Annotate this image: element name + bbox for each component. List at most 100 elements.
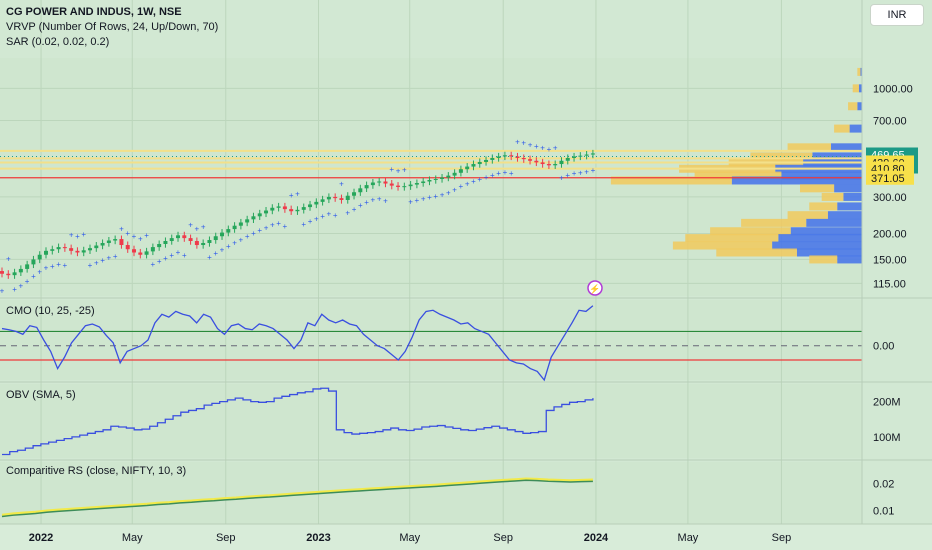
candle-body[interactable] <box>270 207 275 211</box>
candle-body[interactable] <box>163 241 168 244</box>
candle-body[interactable] <box>0 271 4 274</box>
candle-body[interactable] <box>182 235 187 239</box>
candle-body[interactable] <box>572 156 577 158</box>
candle-body[interactable] <box>31 259 36 265</box>
candle-body[interactable] <box>521 157 526 160</box>
candle-body[interactable] <box>553 164 558 166</box>
candle-body[interactable] <box>502 155 507 157</box>
candle-body[interactable] <box>194 241 199 246</box>
candle-body[interactable] <box>276 206 281 208</box>
candle-body[interactable] <box>264 210 269 214</box>
candle-body[interactable] <box>220 232 225 237</box>
candle-body[interactable] <box>565 157 570 161</box>
candle-body[interactable] <box>37 254 42 260</box>
candle-body[interactable] <box>69 248 74 251</box>
candle-body[interactable] <box>308 204 313 208</box>
candle-body[interactable] <box>169 238 174 242</box>
candle-body[interactable] <box>81 250 86 253</box>
lightning-icon[interactable] <box>587 280 603 296</box>
candle-body[interactable] <box>320 199 325 202</box>
candle-body[interactable] <box>509 155 514 157</box>
vrvp-legend[interactable]: VRVP (Number Of Rows, 24, Up/Down, 70) <box>6 21 219 33</box>
cmo-legend[interactable]: CMO (10, 25, -25) <box>6 305 95 317</box>
candle-body[interactable] <box>339 198 344 200</box>
candle-body[interactable] <box>458 169 463 173</box>
candle-body[interactable] <box>414 183 419 185</box>
candle-body[interactable] <box>25 264 30 269</box>
candle-body[interactable] <box>238 222 243 226</box>
candle-body[interactable] <box>18 268 23 273</box>
currency-button[interactable]: INR <box>870 4 924 26</box>
candle-body[interactable] <box>383 181 388 184</box>
obv-legend[interactable]: OBV (SMA, 5) <box>6 389 76 401</box>
candle-body[interactable] <box>213 236 218 241</box>
candle-body[interactable] <box>546 164 551 166</box>
candle-body[interactable] <box>176 235 181 239</box>
candle-body[interactable] <box>477 161 482 165</box>
candle-body[interactable] <box>421 181 426 184</box>
candle-body[interactable] <box>333 196 338 199</box>
candle-body[interactable] <box>106 240 111 243</box>
candle-body[interactable] <box>157 243 162 248</box>
candle-body[interactable] <box>559 160 564 165</box>
sar-legend[interactable]: SAR (0.02, 0.02, 0.2) <box>6 36 110 48</box>
candle-body[interactable] <box>490 157 495 160</box>
candle-body[interactable] <box>201 242 206 246</box>
candle-body[interactable] <box>484 159 489 162</box>
candle-body[interactable] <box>12 272 17 276</box>
candle-body[interactable] <box>590 153 595 155</box>
candle-body[interactable] <box>396 185 401 187</box>
candle-body[interactable] <box>44 250 49 255</box>
candle-body[interactable] <box>528 159 533 161</box>
candle-body[interactable] <box>113 239 118 241</box>
candle-body[interactable] <box>125 245 130 250</box>
candle-body[interactable] <box>427 179 432 182</box>
candle-body[interactable] <box>232 225 237 230</box>
candle-body[interactable] <box>314 201 319 205</box>
candle-body[interactable] <box>370 182 375 186</box>
candle-body[interactable] <box>377 181 382 183</box>
candle-body[interactable] <box>534 160 539 163</box>
candle-body[interactable] <box>56 247 61 250</box>
candle-body[interactable] <box>465 166 470 170</box>
candle-body[interactable] <box>150 247 155 252</box>
candle-body[interactable] <box>358 188 363 193</box>
candle-body[interactable] <box>282 206 287 210</box>
candle-body[interactable] <box>62 247 67 249</box>
candle-body[interactable] <box>584 154 589 156</box>
candle-body[interactable] <box>301 207 306 210</box>
candle-body[interactable] <box>440 177 445 179</box>
candle-body[interactable] <box>352 192 357 196</box>
candle-body[interactable] <box>364 185 369 189</box>
candle-body[interactable] <box>132 249 137 253</box>
candle-body[interactable] <box>75 250 80 253</box>
candle-body[interactable] <box>100 242 105 246</box>
candle-body[interactable] <box>119 239 124 246</box>
candle-body[interactable] <box>144 251 149 255</box>
candle-body[interactable] <box>88 248 93 251</box>
candle-body[interactable] <box>496 156 501 158</box>
candle-body[interactable] <box>345 195 350 200</box>
candle-body[interactable] <box>207 240 212 243</box>
candle-body[interactable] <box>326 196 331 200</box>
candle-body[interactable] <box>471 164 476 167</box>
candle-body[interactable] <box>50 249 55 251</box>
candle-body[interactable] <box>245 219 250 223</box>
crs-legend[interactable]: Comparitive RS (close, NIFTY, 10, 3) <box>6 465 186 477</box>
candle-body[interactable] <box>452 172 457 176</box>
candle-body[interactable] <box>446 175 451 178</box>
candle-body[interactable] <box>251 216 256 220</box>
candle-body[interactable] <box>257 213 262 217</box>
candle-body[interactable] <box>402 186 407 188</box>
candle-body[interactable] <box>188 238 193 242</box>
candle-body[interactable] <box>389 183 394 186</box>
candle-body[interactable] <box>433 178 438 180</box>
candle-body[interactable] <box>138 252 143 255</box>
candle-body[interactable] <box>408 184 413 187</box>
candle-body[interactable] <box>94 245 99 249</box>
candle-body[interactable] <box>6 273 11 276</box>
candle-body[interactable] <box>289 209 294 212</box>
candle-body[interactable] <box>295 209 300 212</box>
candle-body[interactable] <box>540 162 545 165</box>
